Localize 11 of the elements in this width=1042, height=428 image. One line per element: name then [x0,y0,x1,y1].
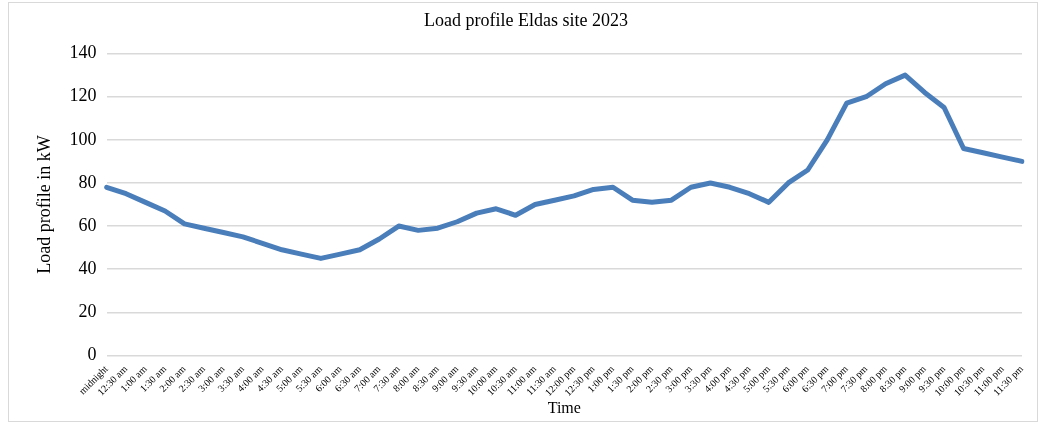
y-tick-label: 120 [69,85,97,106]
y-tick-label: 60 [78,214,97,235]
y-axis-title: Load profile in kW [33,135,54,274]
y-tick-label: 0 [87,344,97,365]
x-axis-title: Time [547,398,581,416]
y-tick-label: 40 [78,257,97,278]
y-tick-label: 20 [78,301,97,322]
y-tick-label: 140 [69,42,97,63]
y-tick-label: 80 [78,171,97,192]
y-tick-label: 100 [69,128,97,149]
chart-title: Load profile Eldas site 2023 [424,9,628,30]
